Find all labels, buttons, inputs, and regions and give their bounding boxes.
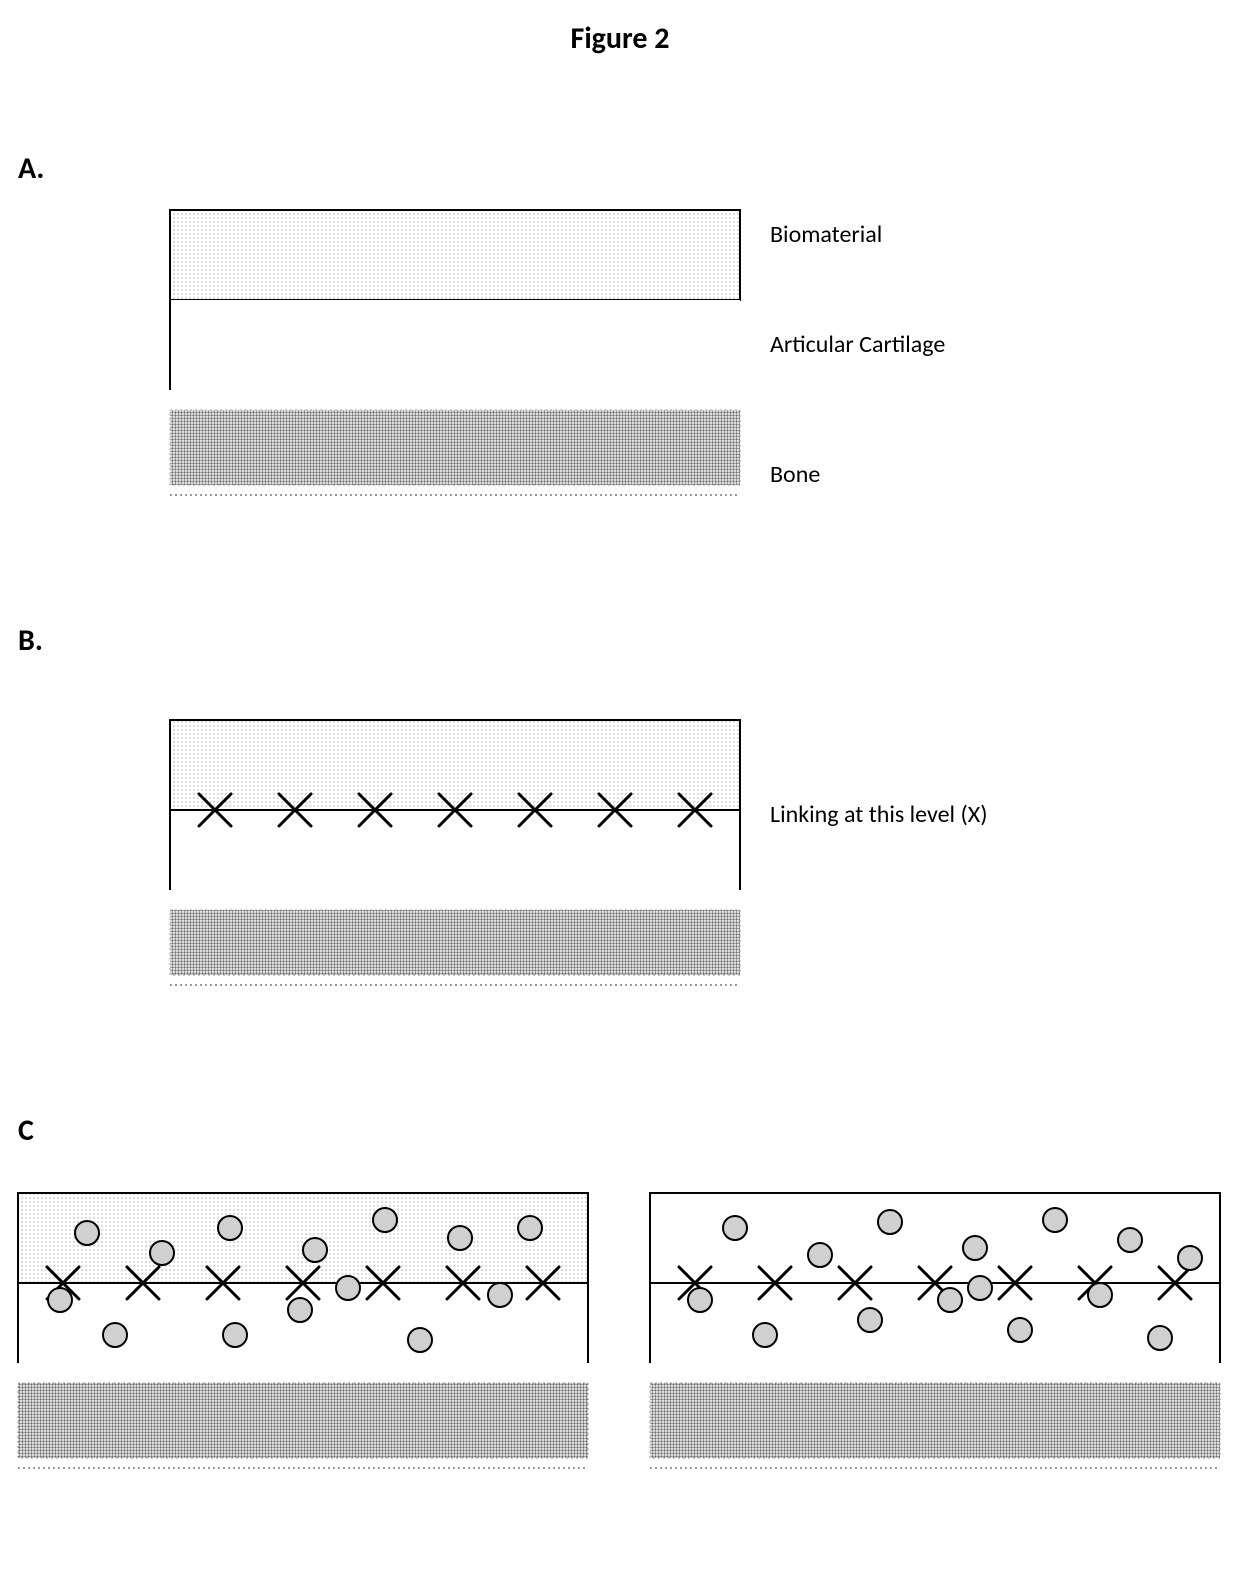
a-biomaterial-layer <box>170 210 740 300</box>
b-bone-layer <box>170 910 740 975</box>
c-right-bone-layer <box>650 1383 1220 1458</box>
figure-page: Figure 2 A. B. C Biomaterial Articular C… <box>0 0 1240 1572</box>
a-cartilage-layer <box>170 300 740 390</box>
a-bone-layer <box>170 410 740 485</box>
c-left-top-layer <box>18 1193 588 1283</box>
c-left-bone-layer <box>18 1383 588 1458</box>
figure-svg <box>0 0 1240 1572</box>
b-biomaterial-layer <box>170 720 740 810</box>
